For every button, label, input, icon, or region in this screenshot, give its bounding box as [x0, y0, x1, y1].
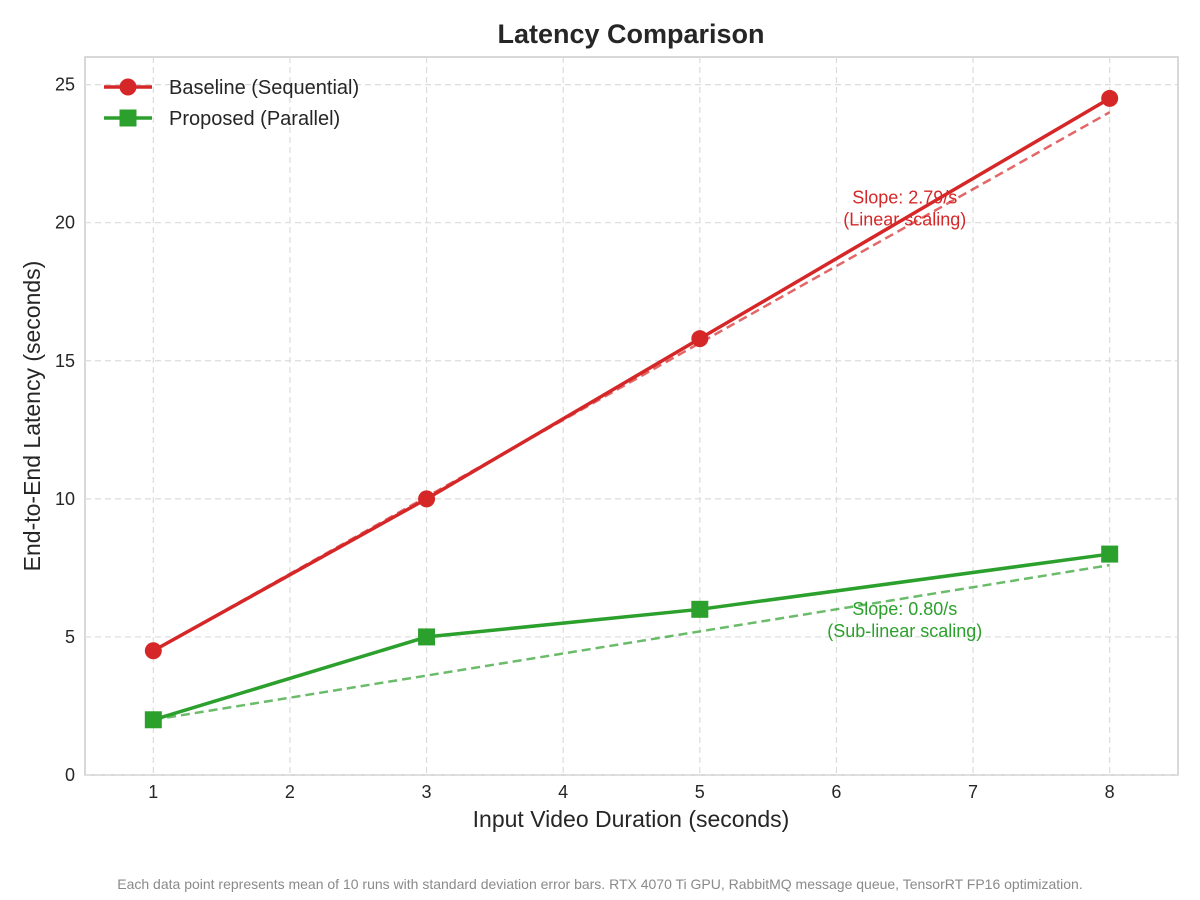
legend-marker-proposed — [119, 109, 137, 127]
legend: Baseline (Sequential) Proposed (Parallel) — [104, 77, 359, 130]
y-tick-label: 25 — [55, 75, 75, 95]
y-tick-label: 20 — [55, 213, 75, 233]
baseline-line — [152, 96, 1111, 653]
proposed-slope-annotation: (Sub-linear scaling) — [827, 621, 982, 641]
x-axis-ticks: 1 2 3 4 5 6 7 8 — [148, 782, 1114, 802]
x-tick-label: 2 — [285, 782, 295, 802]
proposed-point — [418, 628, 436, 646]
legend-label-baseline: Baseline (Sequential) — [169, 77, 359, 99]
x-tick-label: 3 — [422, 782, 432, 802]
footnote: Each data point represents mean of 10 ru… — [117, 876, 1083, 892]
baseline-point — [1101, 89, 1119, 107]
baseline-slope-annotation: (Linear scaling) — [843, 209, 966, 229]
y-axis-ticks: 0 5 10 15 20 25 — [55, 75, 75, 785]
chart-title: Latency Comparison — [497, 19, 764, 49]
proposed-point — [691, 600, 709, 618]
y-tick-label: 0 — [65, 765, 75, 785]
x-tick-label: 4 — [558, 782, 568, 802]
x-tick-label: 6 — [831, 782, 841, 802]
y-tick-label: 15 — [55, 351, 75, 371]
proposed-fit-line — [153, 563, 1110, 722]
y-axis-label: End-to-End Latency (seconds) — [19, 261, 45, 572]
proposed-point — [1101, 545, 1119, 563]
baseline-point — [418, 490, 436, 508]
x-tick-label: 8 — [1105, 782, 1115, 802]
series-markers — [144, 89, 1119, 729]
proposed-point — [144, 711, 162, 729]
y-tick-label: 10 — [55, 489, 75, 509]
x-tick-label: 1 — [148, 782, 158, 802]
x-tick-label: 7 — [968, 782, 978, 802]
baseline-slope-annotation: Slope: 2.79/s — [852, 187, 957, 207]
slope-annotations: Slope: 2.79/s(Linear scaling) Slope: 0.80… — [827, 187, 982, 640]
x-axis-label: Input Video Duration (seconds) — [473, 806, 790, 832]
legend-label-proposed: Proposed (Parallel) — [169, 108, 340, 130]
series-lines — [152, 96, 1111, 722]
proposed-slope-annotation: Slope: 0.80/s — [852, 599, 957, 619]
proposed-line — [152, 552, 1110, 722]
grid — [85, 57, 1178, 776]
legend-marker-baseline — [119, 78, 137, 96]
x-tick-label: 5 — [695, 782, 705, 802]
baseline-point — [691, 330, 709, 348]
baseline-point — [144, 642, 162, 660]
y-tick-label: 5 — [65, 627, 75, 647]
